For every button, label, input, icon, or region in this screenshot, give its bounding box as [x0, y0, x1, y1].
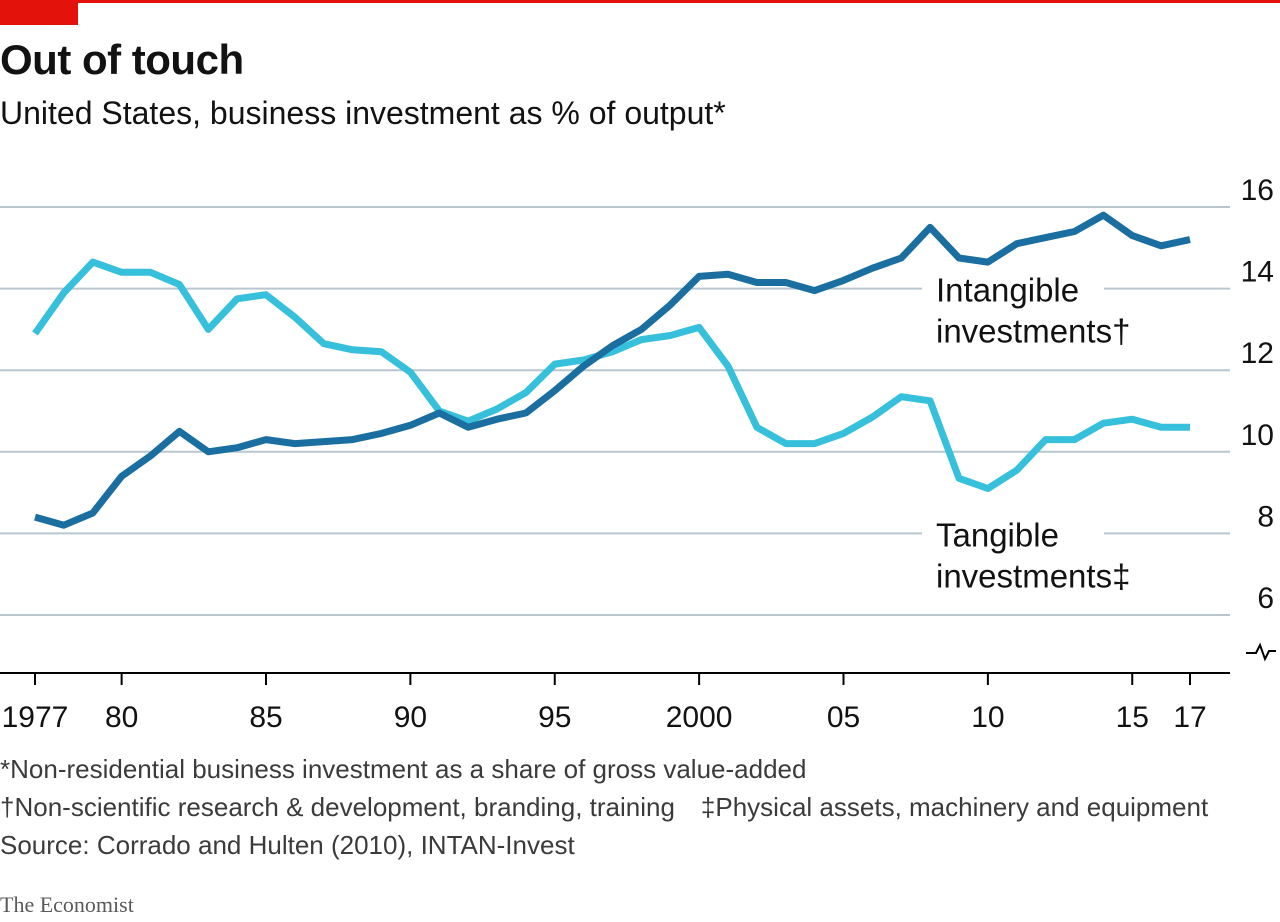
y-axis-tick-labels: 6 8 10 12 14 16 — [1241, 174, 1274, 615]
x-tick-label-80: 80 — [105, 701, 138, 734]
top-red-rule — [0, 0, 1280, 3]
footnote-asterisk: *Non-residential business investment as … — [0, 754, 807, 784]
y-tick-label-8: 8 — [1257, 500, 1274, 533]
x-tick-label-2000: 2000 — [666, 701, 733, 734]
footnote-dagger: †Non-scientific research & development, … — [0, 792, 675, 822]
series-label-tangible: Tangible — [936, 516, 1059, 553]
footnotes: *Non-residential business investment as … — [0, 750, 1208, 864]
label-backdrop — [922, 280, 1104, 297]
x-axis: 1977 80 85 90 95 2000 05 10 15 17 — [0, 642, 1276, 734]
y-tick-label-10: 10 — [1241, 419, 1274, 452]
y-tick-label-16: 16 — [1241, 174, 1274, 207]
series-label-intangible: investments† — [936, 313, 1130, 350]
x-tick-label-15: 15 — [1116, 701, 1149, 734]
economist-logo: The Economist — [0, 892, 134, 917]
y-tick-label-12: 12 — [1241, 337, 1274, 370]
footnote-double-dagger: ‡Physical assets, machinery and equipmen… — [700, 792, 1209, 822]
x-tick-label-05: 05 — [827, 701, 860, 734]
x-tick-label-17: 17 — [1173, 701, 1206, 734]
red-corner-tag — [0, 0, 78, 25]
gridlines — [0, 206, 1230, 616]
x-tick-label-90: 90 — [394, 701, 427, 734]
footnote-daggers: †Non-scientific research & development, … — [0, 788, 1208, 826]
series-labels: Intangible investments† Tangible investment… — [922, 272, 1130, 594]
series-line-tangible — [32, 258, 1190, 492]
chart-title: Out of touch — [0, 36, 244, 83]
axis-break-icon — [1246, 642, 1276, 662]
x-tick-label-1977: 1977 — [2, 701, 69, 734]
x-tick-label-85: 85 — [249, 701, 282, 734]
series-label-tangible: investments‡ — [936, 557, 1130, 594]
x-tick-label-95: 95 — [538, 701, 571, 734]
y-tick-label-14: 14 — [1241, 256, 1274, 289]
y-tick-label-6: 6 — [1257, 582, 1274, 615]
series-lines — [32, 211, 1191, 529]
series-label-intangible: Intangible — [936, 272, 1079, 309]
source-note: Source: Corrado and Hulten (2010), INTAN… — [0, 830, 575, 860]
line-chart: 6 8 10 12 14 16 1977 80 85 90 95 2000 05 10 15 17 Inta… — [0, 174, 1276, 734]
chart-subtitle: United States, business investment as % … — [0, 95, 726, 131]
label-backdrop — [922, 525, 1104, 542]
x-tick-label-10: 10 — [971, 701, 1004, 734]
series-line-intangible — [34, 211, 1191, 529]
